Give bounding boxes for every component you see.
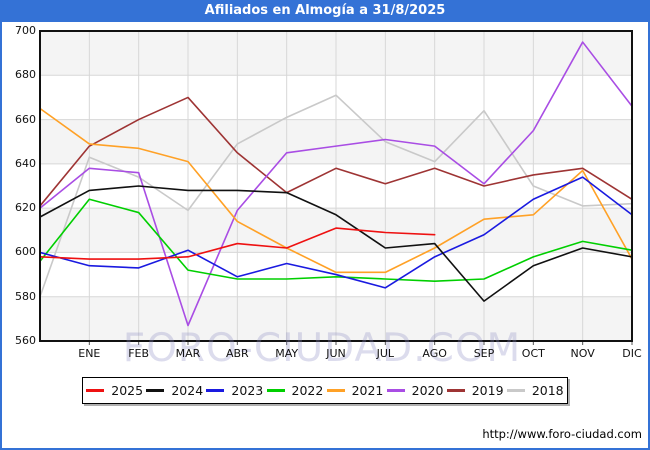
x-axis-month-label: ABR	[225, 347, 249, 360]
legend-label-2022: 2022	[291, 383, 324, 398]
x-axis-month-label: DIC	[622, 347, 642, 360]
y-axis-tick-label: 660	[15, 112, 36, 126]
legend-item-2022: 2022	[266, 383, 324, 398]
x-axis-month-label: AGO	[422, 347, 447, 360]
legend-label-2021: 2021	[351, 383, 384, 398]
legend-swatch-2022	[266, 389, 285, 392]
x-axis-month-label: ENE	[78, 347, 101, 360]
legend-label-2025: 2025	[111, 383, 144, 398]
legend-swatch-2021	[326, 389, 345, 392]
legend-item-2021: 2021	[326, 383, 384, 398]
legend-item-2019: 2019	[446, 383, 504, 398]
series-line-2025	[39, 227, 436, 260]
title-bar: Afiliados en Almogía a 31/8/2025	[0, 0, 650, 22]
footer-url[interactable]: http://www.foro-ciudad.com	[482, 427, 642, 441]
y-axis-tick-label: 560	[15, 334, 36, 347]
series-line-2020	[39, 41, 633, 327]
legend-swatch-2023	[206, 389, 225, 392]
x-axis-month-label: FEB	[128, 347, 150, 360]
x-axis-month-label: OCT	[521, 347, 545, 360]
legend-swatch-2020	[386, 389, 405, 392]
x-axis-month-label: JUL	[376, 347, 395, 360]
series-line-2021	[39, 107, 633, 274]
legend-swatch-2018	[506, 389, 525, 392]
watermark: FORO-CIUDAD.COM	[122, 326, 522, 371]
legend-swatch-2024	[146, 389, 165, 392]
y-axis-tick-label: 580	[15, 289, 36, 303]
legend-label-2023: 2023	[231, 383, 264, 398]
y-axis-tick-label: 620	[15, 201, 36, 215]
x-axis-month-label: JUN	[326, 347, 346, 360]
y-axis-tick-label: 680	[15, 68, 36, 82]
legend-label-2024: 2024	[171, 383, 204, 398]
legend-swatch-2019	[446, 389, 465, 392]
series-line-2018	[39, 94, 633, 298]
x-axis-month-label: MAR	[175, 347, 201, 360]
y-axis-tick-label: 700	[15, 24, 36, 37]
legend-label-2019: 2019	[471, 383, 504, 398]
legend-swatch-2025	[86, 389, 105, 392]
series-line-2019	[39, 96, 633, 207]
plot-border	[39, 30, 633, 342]
legend-item-2018: 2018	[506, 383, 564, 398]
y-axis-tick-label: 600	[15, 245, 36, 259]
x-axis-month-label: SEP	[473, 347, 495, 360]
chart-title: Afiliados en Almogía a 31/8/2025	[204, 3, 446, 18]
series-line-2024	[39, 185, 633, 302]
x-axis-month-label: NOV	[570, 347, 595, 360]
legend-label-2018: 2018	[531, 383, 564, 398]
y-axis-tick-label: 640	[15, 156, 36, 170]
x-axis-month-label: MAY	[275, 347, 299, 360]
legend: 2025 2024 2023 2022 2021 2020 2019 2018	[82, 377, 568, 404]
legend-item-2023: 2023	[206, 383, 263, 398]
series-line-2022	[39, 198, 633, 283]
legend-item-2025: 2025	[86, 383, 143, 398]
legend-item-2020: 2020	[386, 383, 444, 398]
legend-label-2020: 2020	[411, 383, 444, 398]
series-line-2023	[39, 176, 633, 289]
legend-item-2024: 2024	[146, 383, 203, 398]
